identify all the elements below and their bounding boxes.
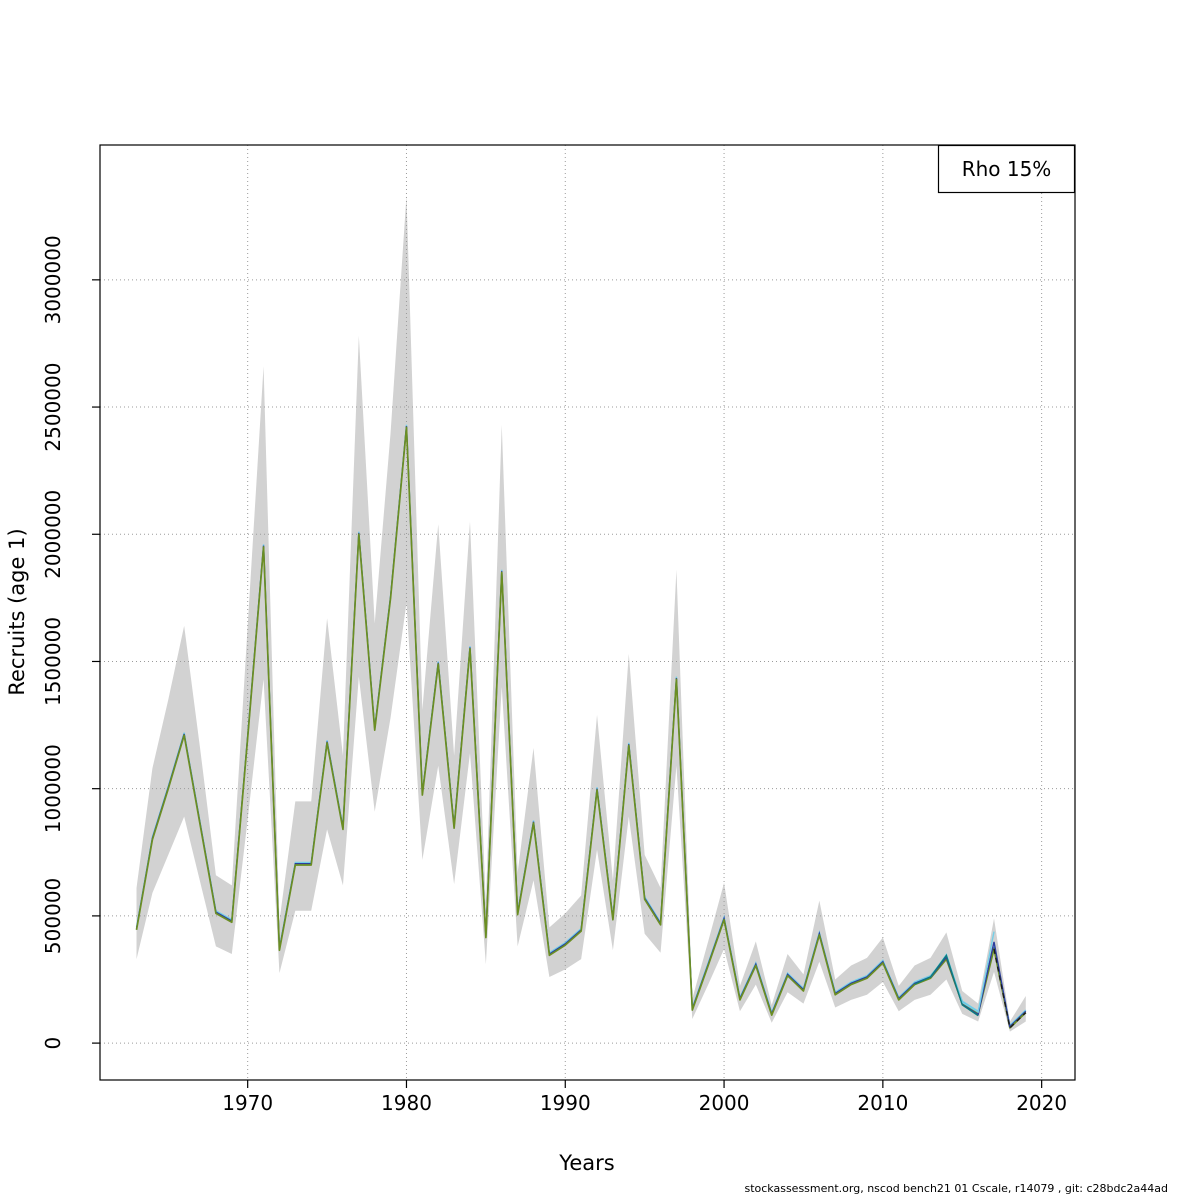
recruits-line — [135, 426, 1027, 1029]
x-tick-label: 1970 — [222, 1091, 273, 1115]
x-tick-label: 1980 — [381, 1091, 432, 1115]
y-axis-title: Recruits (age 1) — [5, 528, 29, 695]
y-tick-label: 500000 — [41, 878, 65, 954]
grid-layer — [100, 145, 1075, 1080]
y-tick-label: 1000000 — [41, 744, 65, 833]
x-tick-label: 2010 — [857, 1091, 908, 1115]
x-tick-label: 2020 — [1016, 1091, 1067, 1115]
y-tick-label: 2000000 — [41, 490, 65, 579]
x-axis-title: Years — [558, 1151, 614, 1175]
retro-run-2016 — [914, 953, 979, 1017]
y-tick-label: 3000000 — [41, 235, 65, 324]
footer-attribution: stockassessment.org, nscod bench21 01 Cs… — [744, 1182, 1168, 1195]
legend-box — [937, 144, 1076, 194]
x-tick-label: 1990 — [540, 1091, 591, 1115]
confidence-band — [136, 195, 1026, 1032]
axes-layer: 1970 1980 1990 2000 2010 2020 0 500000 1000000 15… — [41, 235, 1067, 1115]
retro-tails-layer — [914, 931, 1027, 1030]
y-tick-label: 1500000 — [41, 617, 65, 706]
y-tick-label: 2500000 — [41, 363, 65, 452]
confidence-band-layer — [136, 195, 1026, 1032]
y-tick-label: 0 — [41, 1037, 65, 1050]
series-layer — [135, 426, 1027, 1029]
plot-frame — [99, 144, 1076, 1081]
x-tick-label: 2000 — [699, 1091, 750, 1115]
legend: Rho 15% — [937, 144, 1076, 194]
legend-label: Rho 15% — [962, 157, 1052, 181]
